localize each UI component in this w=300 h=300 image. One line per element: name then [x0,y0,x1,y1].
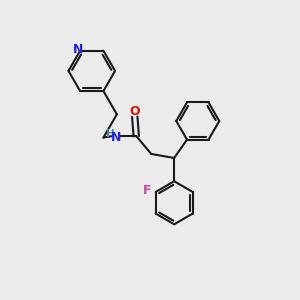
Text: F: F [143,184,152,197]
Text: H: H [106,129,115,139]
Text: O: O [130,105,140,118]
Text: N: N [73,43,83,56]
Text: N: N [111,131,122,144]
